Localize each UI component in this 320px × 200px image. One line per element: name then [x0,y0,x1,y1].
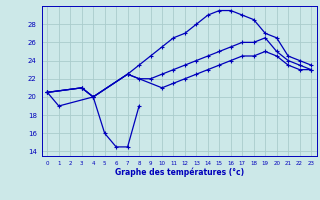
X-axis label: Graphe des températures (°c): Graphe des températures (°c) [115,167,244,177]
